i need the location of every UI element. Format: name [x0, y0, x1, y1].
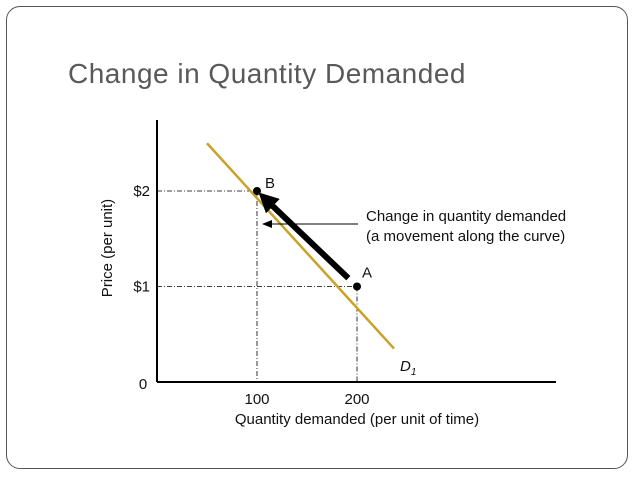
y-axis-label: Price (per unit)	[99, 199, 116, 297]
slide-title: Change in Quantity Demanded	[68, 58, 466, 89]
demand-curve-d1	[206, 142, 395, 350]
x-tick-label-100: 100	[244, 391, 269, 408]
x-tick-label-200: 200	[344, 391, 369, 408]
demand-curve-label: D1	[400, 358, 416, 378]
point-b-marker	[253, 187, 261, 195]
x-axis-label: Quantity demanded (per unit of time)	[235, 411, 479, 428]
y-tick-label-2: $2	[133, 183, 150, 200]
y-tick-label-1: $1	[133, 279, 150, 296]
demand-curve-name: D	[400, 358, 411, 375]
annotation-line-1: Change in quantity demanded	[366, 208, 566, 225]
demand-curve-subscript: 1	[411, 367, 417, 378]
movement-arrow	[258, 192, 351, 281]
point-a-label: A	[362, 265, 372, 282]
origin-label: 0	[139, 376, 147, 393]
slide-frame	[6, 6, 628, 469]
annotation-line-2: (a movement along the curve)	[366, 228, 565, 245]
point-b-label: B	[265, 175, 275, 192]
point-a-marker	[353, 282, 361, 291]
